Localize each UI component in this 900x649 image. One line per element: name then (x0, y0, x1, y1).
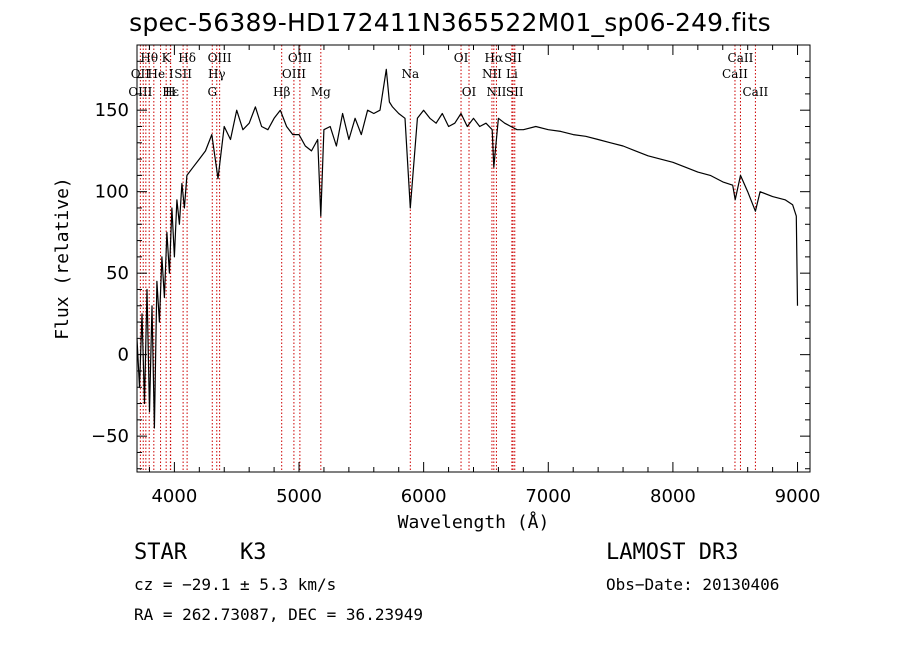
spectral-line-label: Hα (485, 51, 504, 65)
y-tick-label: −50 (91, 426, 129, 447)
spectral-line-label: Hθ (140, 51, 158, 65)
spectral-line-label: SII (504, 51, 522, 65)
redshift-info: cz = −29.1 ± 5.3 km/s (134, 575, 337, 594)
spectral-line-label: Li (506, 67, 518, 81)
spectral-line-label: OI (462, 85, 477, 99)
spectral-line-label: SII (506, 85, 524, 99)
spectral-line-label: OI (454, 51, 469, 65)
y-tick-label: 50 (106, 263, 129, 284)
x-tick-label: 5000 (276, 486, 322, 507)
x-tick-label: 6000 (401, 486, 447, 507)
spectrum-line (136, 68, 799, 429)
x-axis-label: Wavelength (Å) (398, 511, 550, 533)
x-tick-label: 8000 (650, 486, 696, 507)
spectral-line-label: OIII (128, 85, 152, 99)
spectral-line-label: H (165, 85, 175, 99)
spectral-line-label: NII (486, 85, 506, 99)
x-tick-label: 9000 (775, 486, 821, 507)
spectral-line-label: OII (131, 67, 151, 81)
spectral-line-label: He I (147, 67, 173, 81)
spectral-line-label: CaII (742, 85, 768, 99)
observation-date: Obs−Date: 20130406 (606, 575, 780, 594)
plot-frame (136, 44, 811, 473)
spectral-line-label: NII (482, 67, 502, 81)
spectral-line-label: Hε (162, 85, 179, 99)
x-tick-label: 7000 (525, 486, 571, 507)
y-axis: −50 0 50 100 150 (91, 44, 810, 470)
spectral-line-label: Hγ (208, 67, 226, 81)
spectral-line-label: CaII (722, 67, 748, 81)
spectral-line-label: G (207, 85, 217, 99)
spectrum-chart: 4000 5000 6000 7000 8000 9000 −50 0 50 100 150 Hθ… (52, 44, 821, 533)
chart-title: spec-56389-HD172411N365522M01_sp06-249.f… (129, 8, 771, 37)
spectral-line-label: Na (401, 67, 419, 81)
spectral-line-label: OIII (288, 51, 312, 65)
spectral-line-label: Hβ (273, 85, 290, 99)
spectrum-series (136, 68, 799, 429)
survey-name: LAMOST DR3 (606, 540, 739, 565)
x-tick-label: 4000 (151, 486, 197, 507)
spectral-line-label: CaII (728, 51, 754, 65)
object-subclass: K3 (240, 540, 267, 565)
spectral-line-label: Mg (311, 85, 331, 99)
spectral-line-labels: Hθ OII OIII K He I Hε SII H Hδ OIII Hγ G OIII OIII Hβ M… (128, 51, 768, 99)
spectral-line-label: SII (174, 67, 192, 81)
spectral-line-label: Hδ (178, 51, 196, 65)
spectral-line-markers (139, 45, 756, 472)
y-axis-label: Flux (relative) (52, 177, 73, 340)
spectral-line-label: OIII (208, 51, 232, 65)
y-tick-label: 150 (95, 100, 129, 121)
spectral-line-label: K (162, 51, 172, 65)
x-axis: 4000 5000 6000 7000 8000 9000 (148, 45, 821, 507)
object-class: STAR (134, 540, 187, 565)
y-tick-label: 100 (95, 182, 129, 203)
spectral-line-label: OIII (282, 67, 306, 81)
coordinates: RA = 262.73087, DEC = 36.23949 (134, 605, 423, 624)
y-tick-label: 0 (118, 345, 129, 366)
